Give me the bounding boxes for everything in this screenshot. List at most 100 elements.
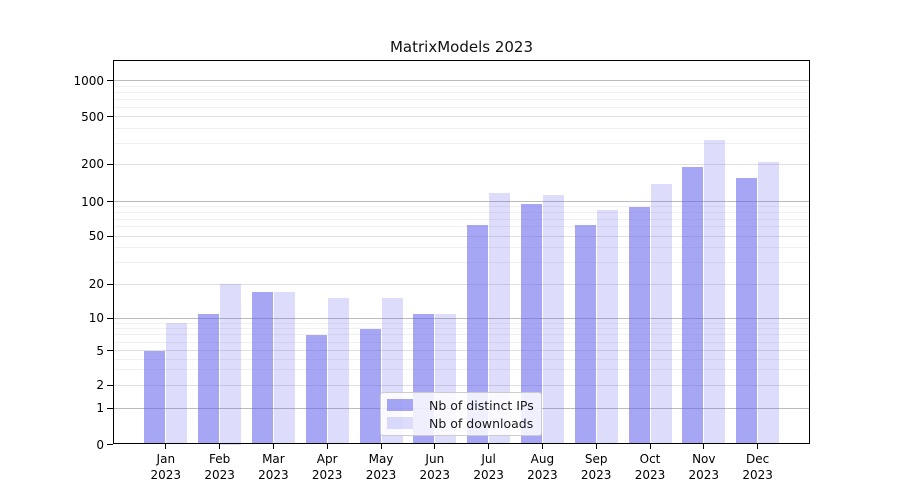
y-tick-mark-5 xyxy=(107,350,113,352)
gridline-20 xyxy=(114,283,809,285)
y-tick-mark-200 xyxy=(107,163,113,165)
bar-mar-distinct-ips xyxy=(251,292,273,445)
x-tick-month: Apr xyxy=(316,452,338,466)
gridline-50 xyxy=(114,235,809,237)
bar-aug-distinct-ips xyxy=(520,204,542,445)
x-tick-mark-dec xyxy=(757,444,759,449)
x-tick-mark-nov xyxy=(703,444,705,449)
gridline-5 xyxy=(114,350,809,352)
x-tick-month: Aug xyxy=(530,452,555,466)
bar-dec-distinct-ips xyxy=(736,178,758,445)
gridline-minor-9 xyxy=(114,322,809,324)
x-tick-label-sep: Sep 2023 xyxy=(564,452,628,483)
y-tick-mark-10 xyxy=(107,317,113,319)
x-tick-year: 2023 xyxy=(204,467,235,482)
y-tick-mark-2 xyxy=(107,384,113,386)
x-tick-month: Jul xyxy=(481,452,496,466)
x-tick-year: 2023 xyxy=(419,467,451,482)
x-tick-year: 2023 xyxy=(365,467,397,482)
gridline-minor-900 xyxy=(114,85,809,87)
x-tick-mark-sep xyxy=(595,444,597,449)
x-tick-label-apr: Apr 2023 xyxy=(295,452,359,483)
y-tick-mark-20 xyxy=(107,283,113,285)
gridline-minor-7 xyxy=(114,334,809,336)
x-tick-year: 2023 xyxy=(150,467,182,482)
gridline-minor-8 xyxy=(114,328,809,330)
x-tick-year: 2023 xyxy=(634,467,666,482)
x-tick-mark-may xyxy=(380,444,382,449)
x-tick-label-nov: Nov 2023 xyxy=(672,452,736,483)
x-tick-month: Jun xyxy=(425,452,445,466)
x-tick-year: 2023 xyxy=(688,467,720,482)
gridline-minor-80 xyxy=(114,212,809,214)
gridline-major-10 xyxy=(114,317,809,319)
gridline-200 xyxy=(114,163,809,165)
bar-jul-downloads xyxy=(489,192,511,445)
legend-label-downloads: Nb of downloads xyxy=(429,415,534,431)
legend-row-distinct-ips: Nb of distinct IPs xyxy=(387,397,534,413)
gridline-minor-70 xyxy=(114,218,809,220)
gridline-minor-6 xyxy=(114,341,809,343)
bar-feb-downloads xyxy=(220,284,242,445)
x-tick-mark-feb xyxy=(219,444,221,449)
gridline-minor-60 xyxy=(114,226,809,228)
bar-nov-downloads xyxy=(704,139,726,445)
x-tick-year: 2023 xyxy=(742,467,773,482)
legend: Nb of distinct IPs Nb of downloads xyxy=(380,392,542,436)
x-tick-month: May xyxy=(368,452,394,466)
legend-swatch-distinct-ips-icon xyxy=(387,399,413,411)
legend-label-distinct-ips: Nb of distinct IPs xyxy=(429,397,534,413)
y-tick-mark-500 xyxy=(107,116,113,118)
x-tick-mark-aug xyxy=(541,444,543,449)
legend-row-downloads: Nb of downloads xyxy=(387,415,534,431)
x-tick-label-dec: Dec 2023 xyxy=(726,452,790,483)
gridline-major-1000 xyxy=(114,80,809,81)
y-tick-mark-0 xyxy=(107,444,113,445)
bar-oct-downloads xyxy=(650,183,672,445)
bar-feb-distinct-ips xyxy=(198,313,220,445)
x-tick-mark-jan xyxy=(165,444,167,449)
x-tick-mark-jul xyxy=(488,444,490,449)
x-tick-month: Oct xyxy=(639,452,661,466)
x-tick-label-jul: Jul 2023 xyxy=(457,452,521,483)
y-tick-label-10: 10 xyxy=(88,311,104,326)
chart-title: MatrixModels 2023 xyxy=(389,38,534,56)
y-tick-mark-1000 xyxy=(107,80,113,81)
legend-swatch-downloads-icon xyxy=(387,417,413,429)
x-tick-label-jan: Jan 2023 xyxy=(134,452,198,483)
y-tick-mark-1 xyxy=(107,407,113,409)
bar-sep-distinct-ips xyxy=(574,224,596,445)
x-tick-mark-jun xyxy=(434,444,436,449)
gridline-2 xyxy=(114,384,809,386)
x-tick-label-aug: Aug 2023 xyxy=(510,452,574,483)
gridline-minor-300 xyxy=(114,142,809,144)
bar-jul-distinct-ips xyxy=(467,225,489,445)
gridline-minor-30 xyxy=(114,262,809,264)
y-tick-label-5: 5 xyxy=(96,343,104,358)
bar-oct-distinct-ips xyxy=(628,206,650,445)
bar-sep-downloads xyxy=(596,209,618,445)
x-tick-month: Dec xyxy=(745,452,770,466)
y-tick-label-1: 1 xyxy=(96,401,104,415)
bar-dec-downloads xyxy=(758,161,780,445)
y-tick-mark-100 xyxy=(107,201,113,203)
bar-jan-downloads xyxy=(166,323,188,445)
bar-nov-distinct-ips xyxy=(682,167,704,445)
bar-aug-downloads xyxy=(542,195,564,445)
x-tick-label-oct: Oct 2023 xyxy=(618,452,682,483)
gridline-minor-3 xyxy=(114,369,809,371)
y-tick-label-0: 0 xyxy=(96,437,104,452)
x-tick-month: Feb xyxy=(208,452,231,466)
gridline-minor-40 xyxy=(114,247,809,249)
y-tick-label-200: 200 xyxy=(81,157,104,172)
x-tick-mark-mar xyxy=(272,444,274,449)
x-tick-year: 2023 xyxy=(258,467,289,482)
x-tick-year: 2023 xyxy=(580,467,612,482)
gridline-minor-800 xyxy=(114,91,809,93)
x-tick-year: 2023 xyxy=(527,467,558,482)
gridline-500 xyxy=(114,116,809,118)
y-tick-label-1000: 1000 xyxy=(73,73,104,88)
x-tick-mark-oct xyxy=(649,444,651,449)
bar-may-distinct-ips xyxy=(359,328,381,445)
